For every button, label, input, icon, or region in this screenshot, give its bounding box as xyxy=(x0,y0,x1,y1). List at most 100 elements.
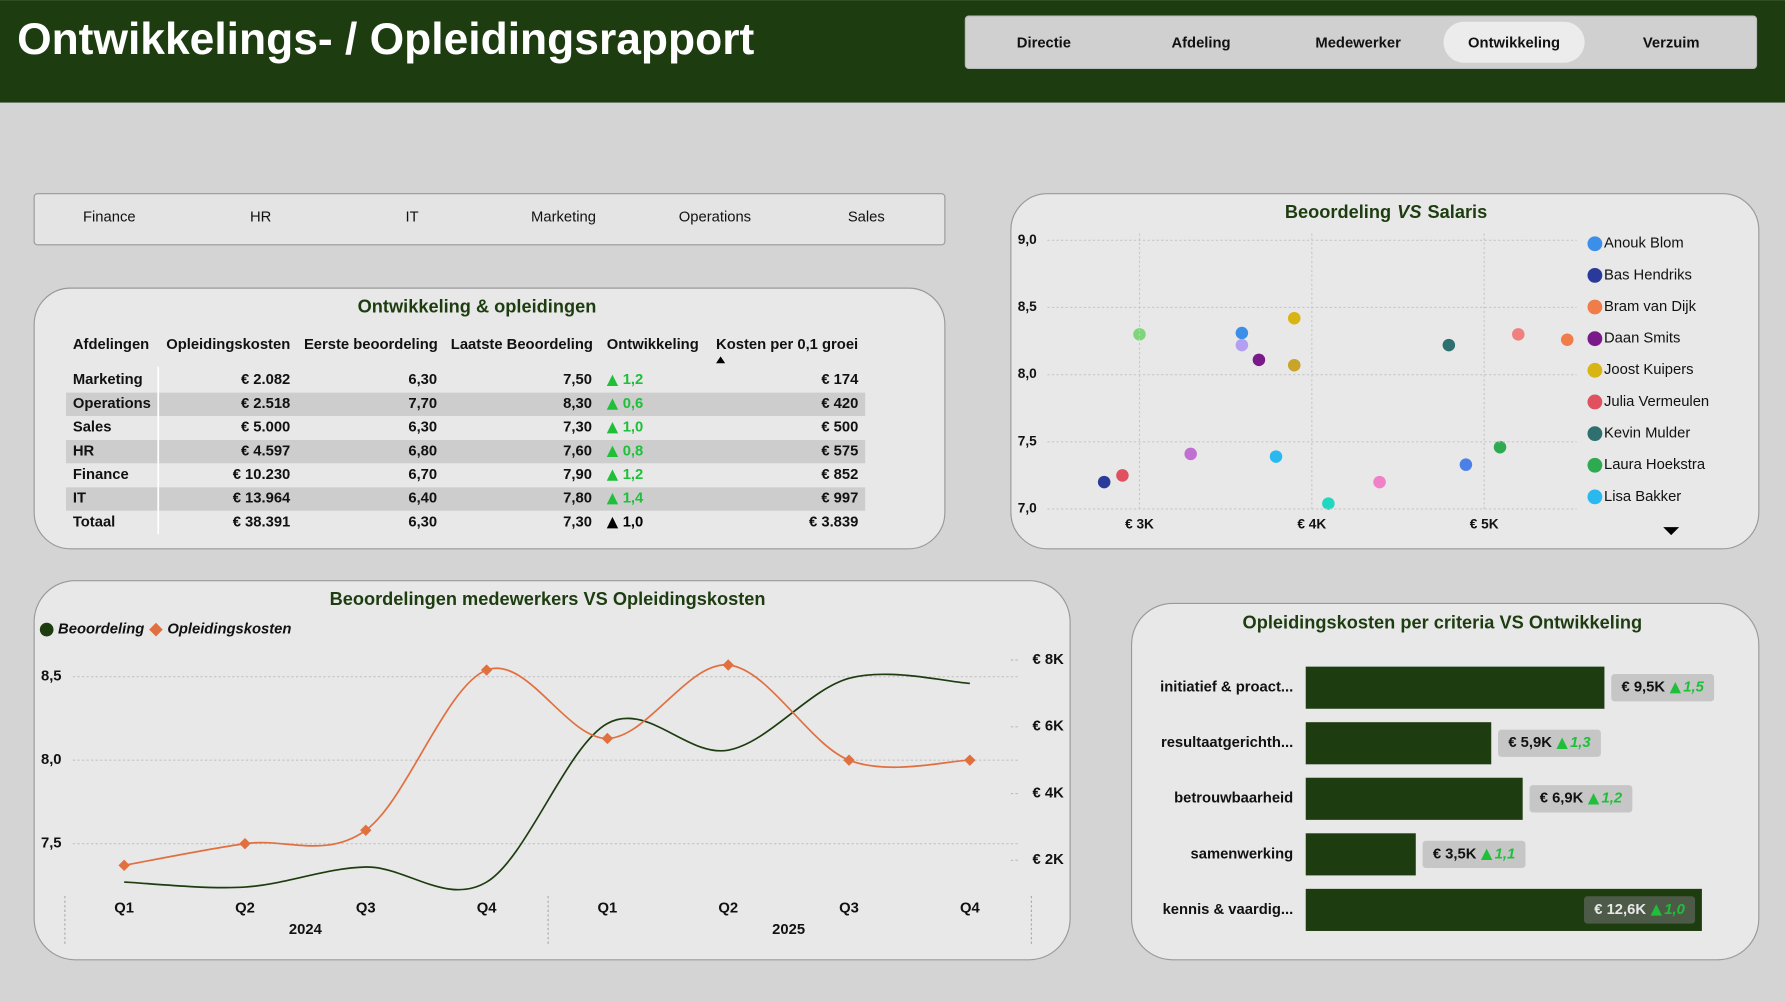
table-cell: € 174 xyxy=(821,372,859,388)
table-cell: IT xyxy=(73,491,86,507)
filter-item[interactable]: Marketing xyxy=(531,209,596,225)
value-label-box xyxy=(1584,896,1696,924)
filter-item[interactable]: Operations xyxy=(679,209,751,225)
page-title: Ontwikkelings- / Opleidingsrapport xyxy=(17,15,754,64)
up-arrow xyxy=(1650,904,1662,916)
category-label: betrouwbaarheid xyxy=(1174,791,1293,807)
table-cell: 1,0 xyxy=(623,420,644,436)
row-band xyxy=(66,439,866,464)
table-cell: € 500 xyxy=(821,420,858,436)
nav-item[interactable]: Ontwikkeling xyxy=(1468,35,1560,51)
scatter-point xyxy=(1560,333,1574,346)
bar xyxy=(1305,666,1605,709)
up-arrow xyxy=(606,374,619,387)
table-cell: 8,30 xyxy=(563,396,592,412)
legend-label: Bas Hendriks xyxy=(1604,267,1692,283)
up-arrow xyxy=(606,398,619,410)
line-marker xyxy=(239,837,251,850)
growth-label: 1,1 xyxy=(1495,846,1516,862)
filter-bar xyxy=(33,193,946,246)
value-label-box xyxy=(1498,729,1601,757)
table-cell: 6,30 xyxy=(408,420,437,436)
value-label: € 3,5K xyxy=(1433,846,1477,862)
row-band xyxy=(66,392,866,416)
nav-item[interactable]: Verzuim xyxy=(1643,35,1700,51)
legend-marker xyxy=(1587,394,1603,410)
bar xyxy=(1305,833,1416,876)
legend-marker xyxy=(1587,299,1603,315)
y-tick-label: 8,5 xyxy=(41,669,62,685)
table-cell: 6,40 xyxy=(408,491,437,507)
bar xyxy=(1305,777,1523,820)
scatter-point xyxy=(1269,450,1283,463)
x-tick-label: Q1 xyxy=(114,900,134,916)
up-arrow xyxy=(606,445,619,458)
row-band xyxy=(66,487,866,511)
table-cell: HR xyxy=(73,443,95,459)
growth-label: 1,5 xyxy=(1683,680,1704,696)
table-cell: Sales xyxy=(73,420,112,436)
value-label: € 6,9K xyxy=(1540,791,1584,807)
legend-marker xyxy=(1587,362,1603,378)
table-cell: € 575 xyxy=(821,443,858,459)
up-arrow xyxy=(606,493,619,505)
legend-marker xyxy=(149,622,163,637)
legend-label: Julia Vermeulen xyxy=(1604,394,1709,410)
value-label: € 12,6K xyxy=(1594,902,1646,918)
table-cell: € 38.391 xyxy=(233,515,291,531)
legend-marker xyxy=(1587,489,1603,505)
value-label: € 5,9K xyxy=(1508,735,1552,751)
scatter-point xyxy=(1116,469,1129,482)
filter-item[interactable]: HR xyxy=(250,209,271,225)
table-cell: 1,2 xyxy=(623,372,644,388)
legend-marker xyxy=(1587,236,1603,252)
chart-title: Opleidingskosten per criteria VS Ontwikk… xyxy=(1243,613,1643,633)
nav-item[interactable]: Directie xyxy=(1017,35,1071,51)
table-header: Afdelingen xyxy=(73,337,149,353)
scatter-point xyxy=(1493,440,1507,454)
line-series xyxy=(124,673,970,891)
table-header: Opleidingskosten xyxy=(166,337,290,353)
table-header: Eerste beoordeling xyxy=(304,337,438,353)
table-cell: 7,80 xyxy=(563,491,592,507)
y-tick-label: 8,5 xyxy=(1018,299,1037,314)
value-label: € 9,5K xyxy=(1622,680,1666,696)
chart-title: Beoordeling xyxy=(1285,202,1391,222)
scatter-point xyxy=(1252,353,1266,367)
legend-scroll[interactable] xyxy=(1663,527,1680,536)
chart-title: Beoordelingen medewerkers VS Opleidingsk… xyxy=(330,589,766,609)
table-cell: Finance xyxy=(73,467,129,483)
table-cell: 6,70 xyxy=(408,467,437,483)
table-cell: 0,6 xyxy=(623,396,644,412)
table-cell: 7,70 xyxy=(408,396,437,412)
filter-item[interactable]: Sales xyxy=(848,209,885,225)
x-tick-label: Q3 xyxy=(839,900,859,916)
nav-item[interactable]: Afdeling xyxy=(1171,35,1230,51)
filter-item[interactable]: Finance xyxy=(83,209,136,225)
scatter-point xyxy=(1322,497,1335,510)
table-cell: € 5.000 xyxy=(241,420,290,436)
value-label-box xyxy=(1529,785,1633,813)
filter-item[interactable]: IT xyxy=(406,209,419,225)
table-cell: Marketing xyxy=(73,372,143,388)
y2-tick-label: € 2K xyxy=(1033,852,1065,868)
chart-title: Salaris xyxy=(1428,202,1488,222)
scatter-point xyxy=(1373,475,1386,489)
legend-label: Kevin Mulder xyxy=(1604,426,1690,442)
scatter-point xyxy=(1287,358,1301,372)
line-panel xyxy=(33,580,1071,961)
up-arrow xyxy=(606,421,619,434)
y-tick-label: 9,0 xyxy=(1018,232,1037,247)
x-tick-label: € 4K xyxy=(1297,517,1326,532)
legend-marker xyxy=(39,622,54,637)
scatter-panel xyxy=(1010,193,1760,550)
table-cell: € 997 xyxy=(821,491,858,507)
x-tick-label: Q3 xyxy=(356,900,376,916)
y-tick-label: 7,5 xyxy=(41,836,62,852)
nav-item[interactable]: Medewerker xyxy=(1315,35,1401,51)
scatter-point xyxy=(1512,328,1525,341)
y-tick-label: 8,0 xyxy=(1018,366,1037,381)
table-cell: 1,4 xyxy=(623,491,644,507)
table-cell: 1,0 xyxy=(623,515,644,531)
